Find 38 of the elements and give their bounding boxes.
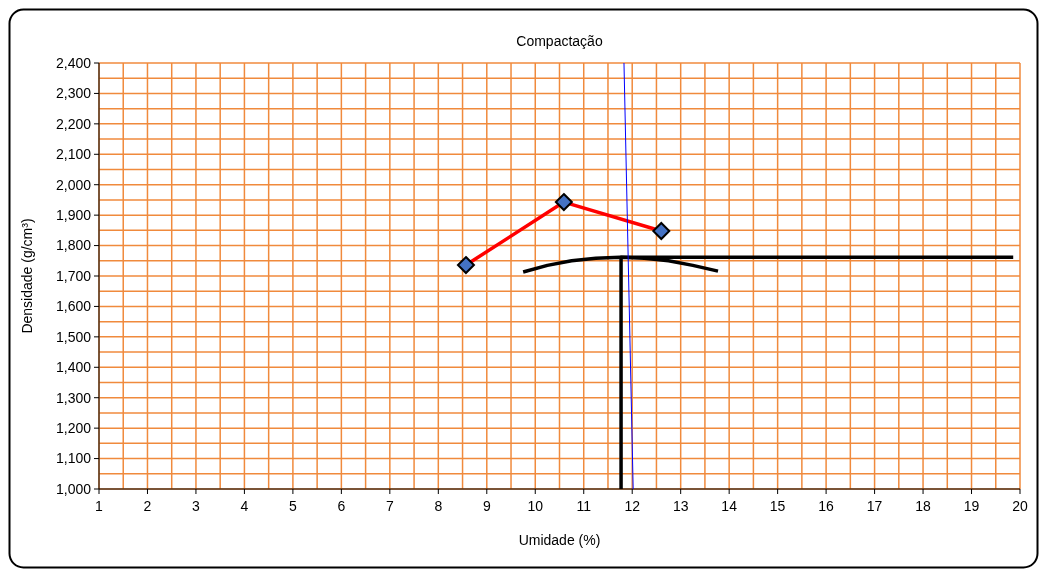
x-tick-label: 20	[1012, 498, 1028, 514]
x-tick-label: 6	[337, 498, 346, 514]
y-tick-label: 2,000	[55, 176, 92, 193]
y-tick-label: 1,800	[55, 237, 92, 254]
x-tick-label: 13	[672, 498, 689, 514]
y-axis-title: Densidade (g/cm³)	[19, 218, 35, 334]
y-tick-label: 2,400	[55, 54, 92, 71]
x-tick-label: 7	[385, 498, 394, 514]
y-tick-label: 1,200	[55, 420, 92, 437]
y-tick-label: 1,400	[55, 359, 92, 376]
y-tick-label: 2,200	[55, 115, 92, 132]
x-tick-label: 5	[289, 498, 297, 514]
x-tick-label: 8	[434, 498, 443, 514]
y-tick-label: 1,500	[55, 328, 92, 345]
chart-title: Compactação	[516, 33, 603, 49]
x-tick-label: 9	[482, 498, 491, 514]
x-tick-label: 4	[240, 498, 249, 514]
x-tick-label: 18	[915, 498, 932, 514]
y-tick-label: 1,600	[55, 298, 92, 315]
x-tick-label: 11	[576, 498, 592, 514]
x-tick-label: 12	[624, 498, 641, 514]
x-tick-label: 19	[963, 498, 980, 514]
y-tick-label: 2,100	[55, 146, 92, 163]
x-axis-title: Umidade (%)	[518, 532, 601, 548]
x-tick-label: 14	[721, 498, 738, 514]
x-tick-label: 10	[527, 498, 544, 514]
x-tick-label: 16	[818, 498, 835, 514]
x-tick-label: 2	[143, 498, 152, 514]
y-tick-label: 1,100	[55, 450, 92, 467]
x-tick-label: 15	[769, 498, 786, 514]
x-tick-label: 17	[866, 498, 883, 514]
y-tick-label: 1,900	[55, 207, 92, 224]
x-tick-label: 1	[95, 498, 104, 514]
y-tick-label: 2,300	[55, 85, 92, 102]
x-tick-label: 3	[192, 498, 201, 514]
y-tick-label: 1,300	[55, 389, 92, 406]
y-tick-label: 1,700	[55, 267, 92, 284]
y-tick-label: 1,000	[55, 480, 92, 497]
